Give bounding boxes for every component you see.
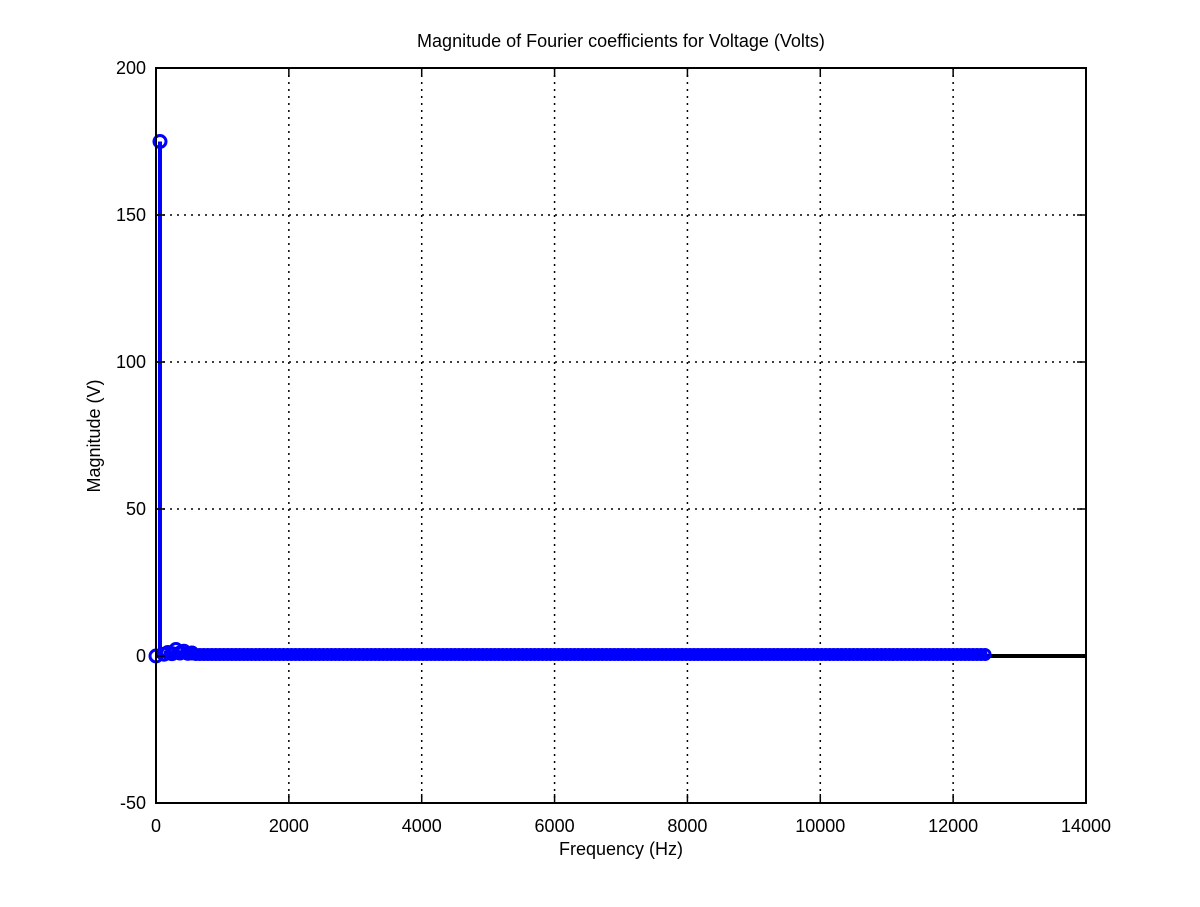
y-tick-label: 50 [126,499,146,519]
tick-labels: 0 2000 4000 6000 8000 10000 12000 14000-5005010… [116,58,1111,836]
x-axis-label: Frequency (Hz) [559,839,683,859]
x-tick-label: 0 [151,816,161,836]
x-tick-label: 6000 [535,816,575,836]
stem-marker [152,134,168,149]
y-tick-label: 100 [116,352,146,372]
stem-marker [184,645,200,661]
data-series [148,134,1086,664]
axes-frame [155,67,1087,804]
x-tick-label: 10000 [795,816,845,836]
y-tick-label: 150 [116,205,146,225]
y-tick-label: 0 [136,646,146,666]
y-tick-label: -50 [120,793,146,813]
y-axis-label: Magnitude (V) [84,379,104,492]
x-tick-label: 4000 [402,816,442,836]
x-tick-label: 14000 [1061,816,1111,836]
x-tick-label: 8000 [667,816,707,836]
x-tick-label: 12000 [928,816,978,836]
y-tick-label: 200 [116,58,146,78]
chart-title: Magnitude of Fourier coefficients for Vo… [417,31,825,51]
x-tick-label: 2000 [269,816,309,836]
plot-frame [155,67,1087,804]
